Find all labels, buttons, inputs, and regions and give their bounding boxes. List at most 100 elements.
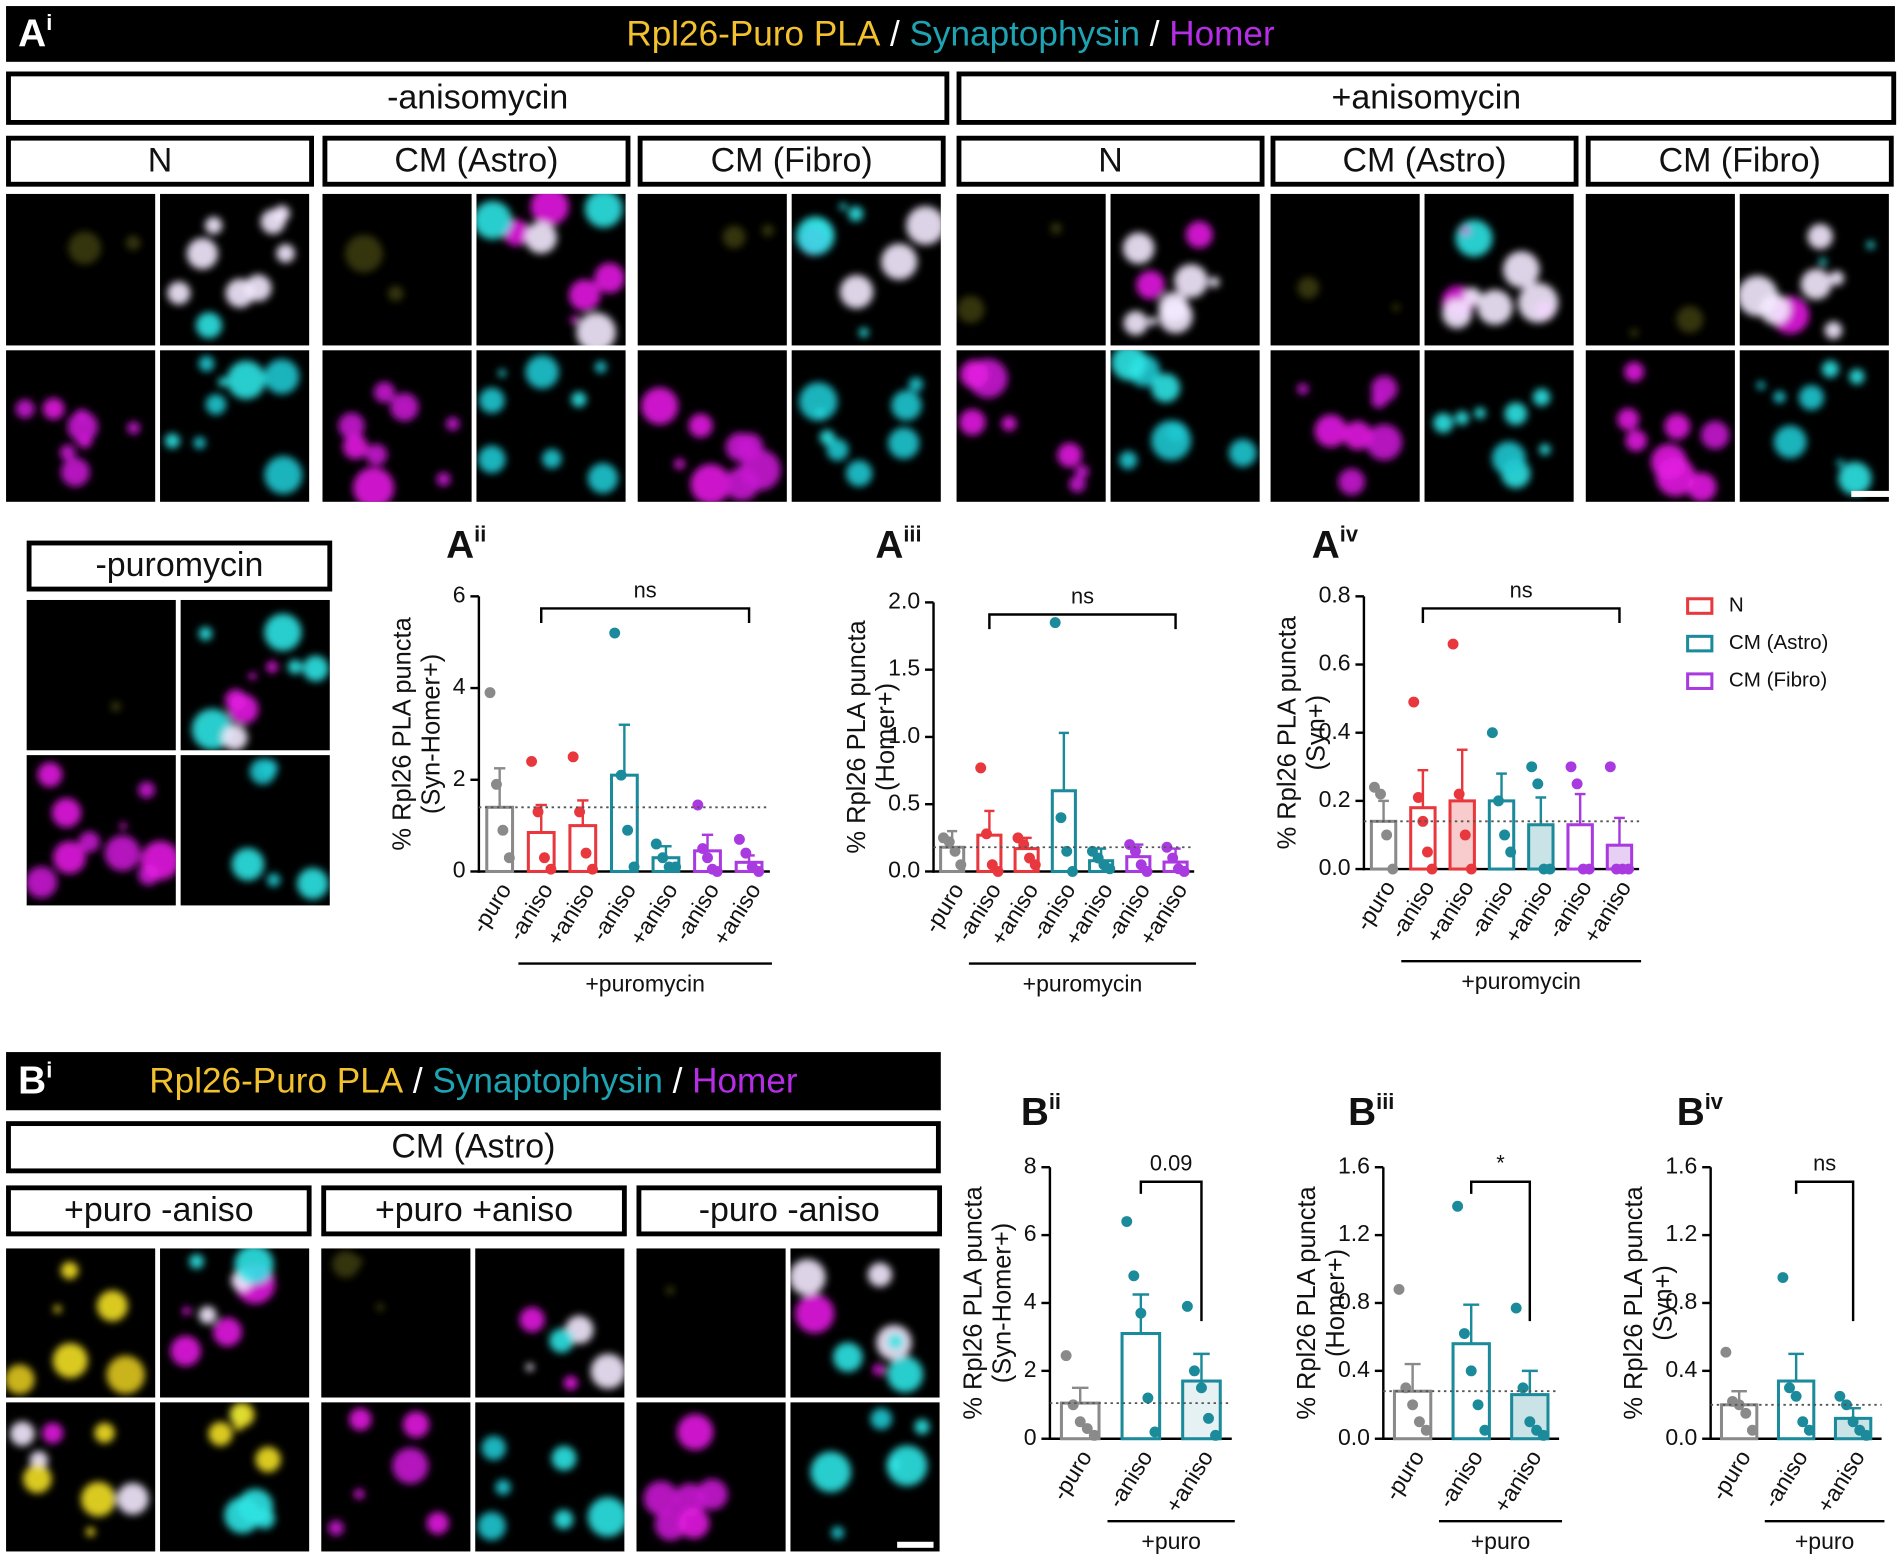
puncta [1664,413,1691,440]
data-point [1860,1429,1872,1441]
micrograph [26,599,176,751]
puncta [104,835,141,872]
y-axis-label: (Syn+) [1649,1265,1677,1341]
puncta [255,1446,281,1473]
legend-swatch [1686,672,1714,690]
data-point [503,852,515,864]
micrograph [791,350,941,502]
puncta [354,1257,363,1266]
y-tick-label: 8 [1024,1152,1037,1178]
puncta [198,1306,217,1324]
data-point [740,847,752,859]
group-label: +puromycin [1461,968,1581,994]
puncta [388,285,404,302]
group-label-box [6,1121,941,1174]
condition-label-box [6,135,315,187]
puncta [1208,276,1220,288]
y-tick-label: 0.2 [1319,786,1351,812]
data-point [733,833,745,845]
data-point [1018,839,1030,851]
panel-letter: A [18,13,46,56]
data-point [1088,1429,1100,1441]
data-point [1537,1429,1549,1441]
header-bar [6,1052,941,1111]
group-label: +puro [1471,1528,1531,1554]
data-point [1420,1424,1432,1436]
puncta [810,1451,852,1493]
puncta [872,1363,885,1376]
puncta-group [345,234,404,302]
significance-bracket [1794,1180,1855,1322]
puncta [226,360,266,400]
puncta [328,1520,344,1536]
micrograph [637,350,787,502]
panel-label: Aii [446,522,486,568]
panel-letter: B [18,1060,46,1103]
puncta [332,1250,360,1278]
micrograph-background [1270,193,1420,346]
group-label-box [956,71,1897,125]
puncta [959,409,986,436]
puncta [477,1511,506,1541]
x-tick-label: +aniso [1160,1445,1218,1517]
data-point [1565,761,1577,773]
group-label: CM (Astro) [391,1127,555,1165]
data-point [1141,866,1153,877]
puncta [1322,418,1339,434]
puncta [60,457,90,487]
puncta [296,867,329,900]
puncta [1068,475,1086,493]
panel-letter: A [1312,524,1340,567]
puncta [725,466,759,501]
puncta [1433,412,1454,434]
puncta [276,244,295,263]
puncta [53,1305,62,1313]
puncta [1442,298,1472,329]
puncta-group [1756,360,1872,496]
condition-label-box [636,1185,943,1237]
puncta [59,444,76,461]
puncta [956,295,985,324]
puncta [1773,425,1807,459]
puncta-group [191,613,329,751]
puncta [94,1422,115,1444]
micrograph [180,599,330,751]
puncta [643,1480,679,1516]
puncta [217,376,228,387]
puncta [1836,459,1845,467]
puncta [1050,222,1062,234]
data-point [609,627,621,639]
panel-label: Bi [18,1057,52,1103]
data-point [1074,1416,1086,1428]
puncta [722,225,746,249]
puncta-group [231,758,329,900]
data-point [975,762,987,774]
x-tick-label: -puro [1379,1445,1430,1504]
puncta [390,392,419,422]
y-tick-label: 6 [453,581,466,607]
puncta [1297,383,1309,395]
data-point [1142,1392,1154,1404]
bar [1050,789,1077,873]
title-part: Homer [1169,15,1275,54]
puncta [525,1363,534,1372]
puncta [67,411,98,443]
legend-label: N [1729,593,1744,616]
micrograph-background [26,599,176,751]
puncta [819,429,835,445]
puncta [1228,439,1257,467]
puncta [1075,464,1089,479]
puncta [594,361,607,374]
header-title: Rpl26-Puro PLA / Synaptophysin / Homer [149,1062,798,1101]
significance-bracket [1139,1180,1203,1322]
y-tick-label: 0.0 [1665,1424,1697,1450]
data-point [1841,1399,1852,1411]
title-part: / [413,1062,423,1101]
data-point [628,861,640,873]
data-point [650,838,662,850]
panel-label: Biv [1677,1089,1724,1135]
micrograph [1110,350,1260,502]
puncta-group [68,231,141,265]
puncta [795,216,835,256]
panel-letter: B [1021,1091,1049,1134]
